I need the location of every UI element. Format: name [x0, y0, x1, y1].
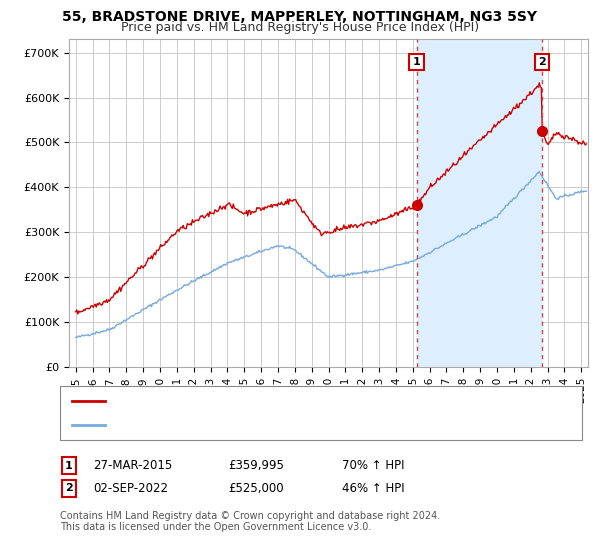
Text: £359,995: £359,995 — [228, 459, 284, 473]
Text: Price paid vs. HM Land Registry's House Price Index (HPI): Price paid vs. HM Land Registry's House … — [121, 21, 479, 34]
Text: 02-SEP-2022: 02-SEP-2022 — [93, 482, 168, 495]
Text: 1: 1 — [65, 461, 73, 471]
Text: 70% ↑ HPI: 70% ↑ HPI — [342, 459, 404, 473]
Bar — [416, 39, 542, 367]
Text: Contains HM Land Registry data © Crown copyright and database right 2024.
This d: Contains HM Land Registry data © Crown c… — [60, 511, 440, 533]
Text: 2: 2 — [65, 483, 73, 493]
Text: 55, BRADSTONE DRIVE, MAPPERLEY, NOTTINGHAM, NG3 5SY: 55, BRADSTONE DRIVE, MAPPERLEY, NOTTINGH… — [62, 10, 538, 24]
Text: 1: 1 — [413, 57, 421, 67]
Text: HPI: Average price, detached house, Gedling: HPI: Average price, detached house, Gedl… — [111, 418, 375, 431]
Text: 55, BRADSTONE DRIVE, MAPPERLEY, NOTTINGHAM, NG3 5SY (detached house): 55, BRADSTONE DRIVE, MAPPERLEY, NOTTINGH… — [111, 395, 576, 408]
Text: 27-MAR-2015: 27-MAR-2015 — [93, 459, 172, 473]
Text: 46% ↑ HPI: 46% ↑ HPI — [342, 482, 404, 495]
Text: 2: 2 — [538, 57, 546, 67]
Text: £525,000: £525,000 — [228, 482, 284, 495]
